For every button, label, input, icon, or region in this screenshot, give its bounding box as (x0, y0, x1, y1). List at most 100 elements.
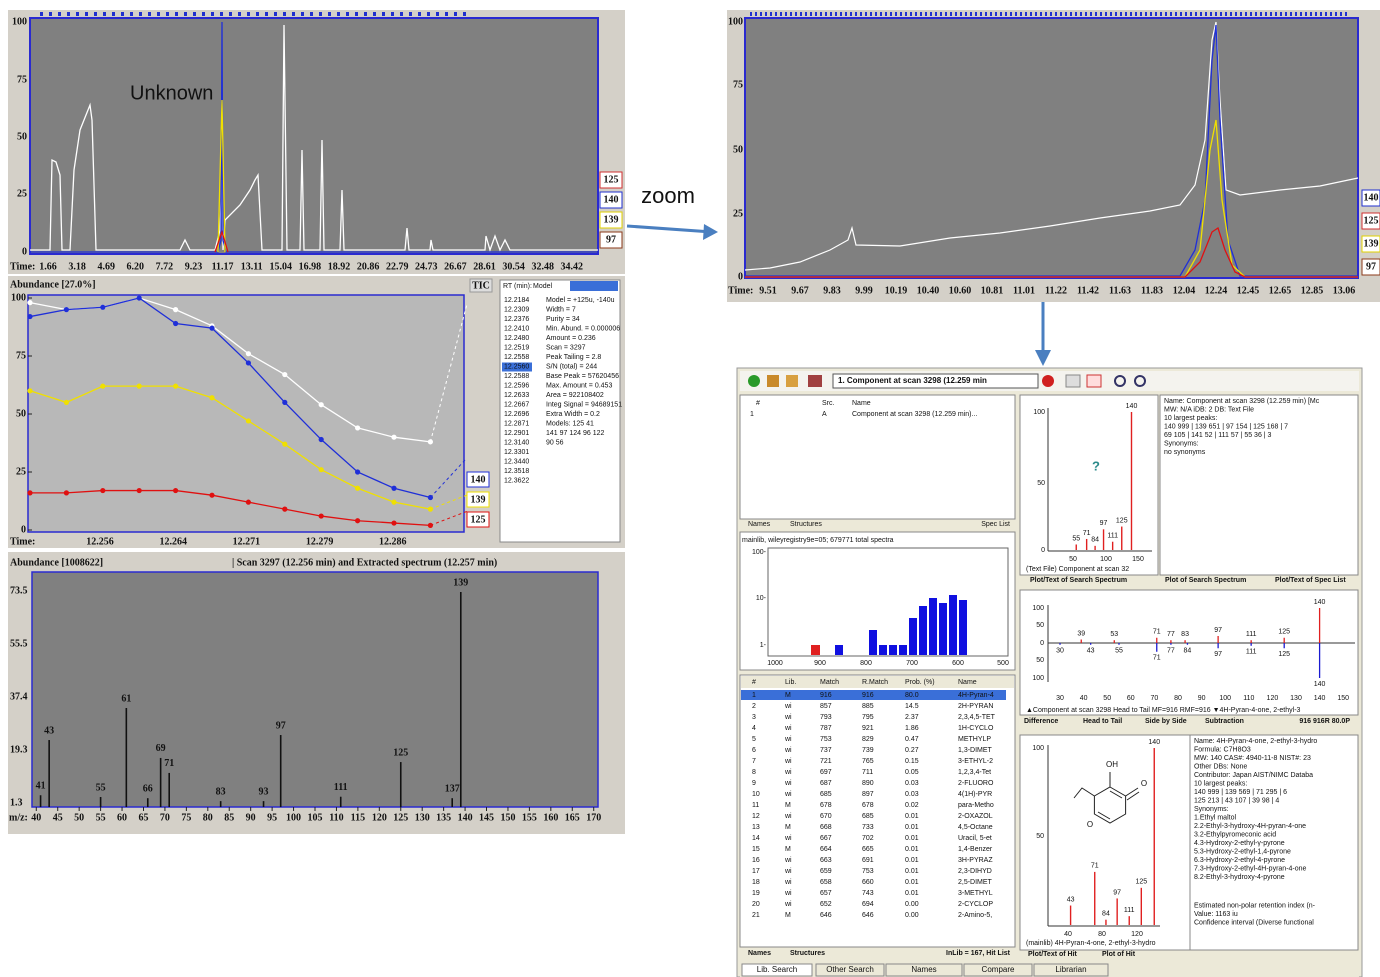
rt-value: 12.2560 (504, 363, 529, 370)
histogram-bar (889, 645, 897, 655)
x-tick-label: 15.04 (270, 261, 293, 272)
x-tick-label: 60 (117, 812, 127, 823)
peak-label: 55 (1115, 648, 1123, 655)
point (282, 442, 287, 447)
x-tick-label: 45 (53, 812, 63, 823)
hit-cell: 793 (820, 714, 832, 721)
hit-cell: 0.15 (905, 758, 919, 765)
rt-value: 12.2376 (504, 316, 529, 323)
tab-label: Lib. Search (757, 965, 797, 974)
peak-label: 97 (1100, 520, 1108, 527)
tab: Plot/Text of Search Spectrum (1030, 577, 1127, 584)
y-tick-label: 10- (756, 595, 767, 602)
x-tick-label: 500 (997, 660, 1009, 667)
arrow-head (703, 224, 718, 240)
hit-cell: wi (784, 857, 792, 864)
x-tick-label: 110 (1243, 695, 1254, 702)
tool-icon[interactable] (1066, 375, 1080, 387)
x-tick-label: 160 (543, 812, 558, 823)
y-tick-label: 50 (17, 131, 27, 142)
model-info: Purity = 34 (546, 316, 580, 323)
hit-cell: wi (784, 890, 792, 897)
point (100, 384, 105, 389)
tool-icon[interactable] (1087, 375, 1101, 387)
point (319, 513, 324, 518)
unknown-mark: ? (1092, 458, 1100, 473)
x-tick-label: 120 (1267, 695, 1279, 702)
hit-cell: 916 (820, 692, 832, 699)
rt-value: 12.2596 (504, 382, 529, 389)
x-tick-label: 170 (586, 812, 601, 823)
point (246, 360, 251, 365)
peak-label: 140 (1314, 681, 1326, 688)
point (391, 435, 396, 440)
hit-cell: 753 (862, 868, 874, 875)
x-tick-label: 30 (1056, 695, 1064, 702)
y-tick-label: 50 (1036, 622, 1044, 629)
hit-cell: 0.01 (905, 868, 919, 875)
column-header: Prob. (%) (905, 679, 935, 686)
peak-label: 71 (1091, 863, 1099, 870)
x-tick-label: 100 (1219, 695, 1231, 702)
list-cell: Component at scan 3298 (12.259 min)... (852, 411, 977, 418)
legend-label: 125 (471, 514, 486, 525)
spectrum-caption: (Text File) Component at scan 32 (1026, 566, 1129, 573)
hit-cell: 1 (752, 692, 756, 699)
panel-title: Abundance [1008622] (10, 557, 103, 568)
tab-label: Other Search (826, 965, 874, 974)
info-line: 7.3-Hydroxy-2-ethyl-4H-pyran-4-one (1194, 865, 1307, 872)
y-tick-label: 50 (1036, 833, 1044, 840)
plot-area (745, 18, 1358, 278)
info-line: Synonyms: (1164, 440, 1199, 447)
x-tick-label: 12.279 (306, 536, 334, 547)
x-tick-label: 100 (1100, 556, 1112, 563)
peak-label: 43 (1087, 648, 1095, 655)
hit-cell: 80.0 (905, 692, 919, 699)
info-line: 10 largest peaks: (1164, 415, 1217, 422)
x-tick-label: 9.67 (791, 285, 809, 296)
tab: Subtraction (1205, 718, 1244, 725)
model-info: Models: 125 41 (546, 420, 594, 427)
peak-label: 66 (143, 783, 153, 794)
tool-icon[interactable] (786, 375, 798, 387)
list-cell: A (822, 411, 827, 418)
y-tick-label: 73.5 (10, 585, 28, 596)
column-header: RT (min): (503, 283, 532, 290)
hit-cell: 17 (752, 868, 760, 875)
tool-icon[interactable] (1042, 375, 1054, 387)
x-tick-label: 110 (329, 812, 343, 823)
info-line: Name: Component at scan 3298 (12.259 min… (1164, 398, 1320, 405)
info-line: Value: 1163 iu (1194, 911, 1238, 918)
x-tick-label: 150 (500, 812, 515, 823)
hit-cell: 646 (820, 912, 832, 919)
hit-cell: 4H-Pyran-4 (958, 692, 994, 699)
hit-cell: Uracil, 5-et (958, 835, 992, 842)
hit-cell: 702 (862, 835, 874, 842)
point (209, 326, 214, 331)
hit-cell: 10 (752, 791, 760, 798)
hit-cell: 885 (862, 703, 874, 710)
x-tick-label: 600 (952, 660, 964, 667)
hit-cell: 678 (820, 802, 832, 809)
point (282, 372, 287, 377)
hit-cell: wi (784, 813, 792, 820)
point (282, 400, 287, 405)
x-tick-label: 9.23 (185, 261, 203, 272)
y-tick-label: 25 (733, 208, 743, 219)
x-tick-label: 800 (860, 660, 872, 667)
info-line: Contributor: Japan AIST/NIMC Databa (1194, 772, 1313, 779)
y-tick-label: 19.3 (10, 745, 28, 756)
point (355, 486, 360, 491)
tab: Difference (1024, 718, 1058, 725)
tool-icon[interactable] (748, 375, 760, 387)
x-tick-label: 105 (308, 812, 323, 823)
tool-icon[interactable] (808, 375, 822, 387)
panel-subtitle: | Scan 3297 (12.256 min) and Extracted s… (232, 557, 497, 568)
x-tick-label: 9.83 (823, 285, 841, 296)
x-tick-label: 11.01 (1013, 285, 1035, 296)
tool-icon[interactable] (767, 375, 779, 387)
column-header: Name (958, 679, 977, 686)
peak-label: 77 (1167, 631, 1175, 638)
point (173, 307, 178, 312)
hit-cell: 4(1H)-PYR (958, 791, 992, 798)
